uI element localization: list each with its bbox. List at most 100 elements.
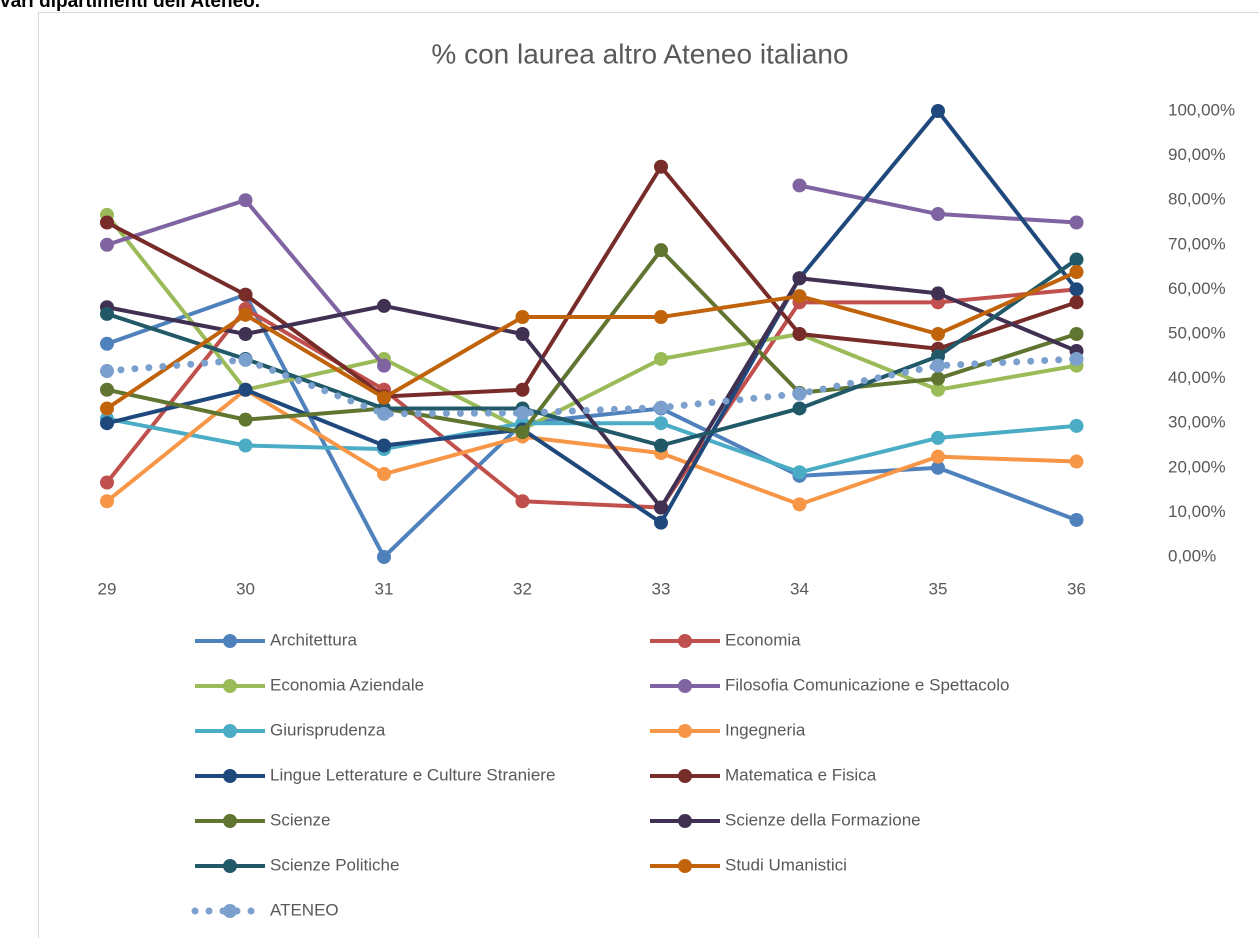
point [515, 382, 530, 397]
series-line [106, 292, 1078, 559]
point [238, 438, 253, 453]
point [792, 271, 807, 286]
point [1069, 295, 1084, 310]
point [792, 465, 807, 480]
x-tick-label: 35 [929, 579, 948, 598]
y-tick-label: 100,00% [1168, 100, 1235, 119]
point [654, 159, 668, 174]
point [238, 382, 253, 397]
point [1069, 215, 1084, 230]
legend-marker [223, 679, 237, 693]
point [931, 430, 945, 445]
point [100, 475, 114, 490]
point [931, 382, 945, 397]
point [515, 310, 530, 325]
point [1069, 512, 1084, 527]
x-tick-label: 36 [1067, 579, 1086, 598]
point [100, 494, 114, 509]
point [792, 497, 807, 512]
legend-label: Giurisprudenza [270, 720, 386, 739]
point [100, 336, 114, 351]
point [100, 237, 114, 252]
legend-marker [678, 679, 692, 693]
legend-label: Matematica e Fisica [725, 765, 877, 784]
point [377, 358, 391, 373]
y-tick-label: 50,00% [1168, 323, 1226, 342]
point [377, 390, 391, 405]
point [377, 550, 391, 564]
point [792, 327, 807, 341]
point [654, 310, 668, 325]
point [100, 416, 114, 431]
series-line [106, 164, 1078, 399]
x-tick-label: 31 [375, 579, 394, 598]
series-line [105, 287, 1077, 510]
x-tick-label: 32 [513, 579, 532, 598]
point [654, 500, 668, 515]
point [100, 382, 114, 397]
point [654, 515, 668, 530]
point [100, 401, 114, 416]
point [654, 243, 668, 258]
legend-marker [223, 859, 237, 873]
point [515, 405, 530, 420]
point [654, 438, 668, 453]
point [238, 327, 253, 341]
point [1069, 454, 1084, 469]
legend-label: Scienze [270, 810, 330, 829]
point [238, 287, 253, 302]
x-tick-label: 34 [790, 579, 809, 598]
legend-marker [223, 769, 237, 783]
legend-label: ATENEO [270, 900, 339, 919]
legend-label: Economia Aziendale [270, 675, 424, 694]
point [1069, 282, 1084, 297]
point [654, 400, 668, 415]
legend-marker [678, 814, 692, 828]
point [100, 306, 114, 321]
legend-marker [223, 724, 237, 738]
chart-title: % con laurea altro Ateneo italiano [431, 38, 848, 69]
legend-marker [678, 634, 692, 648]
point [238, 412, 253, 427]
point [1069, 327, 1084, 341]
legend-marker [223, 634, 237, 648]
legend-marker [223, 904, 237, 918]
y-tick-label: 10,00% [1168, 502, 1226, 521]
point [931, 207, 945, 222]
x-tick-label: 29 [98, 579, 117, 598]
point [515, 425, 530, 440]
series-line [106, 257, 1078, 448]
point [792, 289, 807, 304]
point [1069, 351, 1084, 366]
point [792, 401, 807, 416]
legend-label: Filosofia Comunicazione e Spettacolo [725, 675, 1009, 694]
point [931, 104, 945, 118]
point [931, 358, 945, 373]
y-tick-label: 70,00% [1168, 234, 1226, 253]
series-line [105, 213, 1077, 432]
legend-marker [678, 724, 692, 738]
point [931, 371, 945, 386]
point [100, 215, 114, 230]
y-tick-label: 0,00% [1168, 546, 1216, 565]
point [377, 406, 391, 421]
legend-label: Economia [725, 630, 801, 649]
legend-label: Studi Umanistici [725, 855, 847, 874]
point [377, 438, 391, 453]
x-tick-label: 33 [652, 579, 671, 598]
legend-marker [678, 859, 692, 873]
point [1069, 418, 1084, 433]
point [654, 416, 668, 431]
legend-marker [678, 769, 692, 783]
y-tick-label: 20,00% [1168, 457, 1226, 476]
point [377, 467, 391, 482]
point [792, 386, 807, 401]
point [1069, 265, 1084, 280]
point [238, 307, 253, 322]
point [654, 351, 668, 366]
legend-label: Scienze della Formazione [725, 810, 921, 829]
point [931, 286, 945, 301]
chart-border [38, 12, 1259, 938]
legend-marker [223, 814, 237, 828]
